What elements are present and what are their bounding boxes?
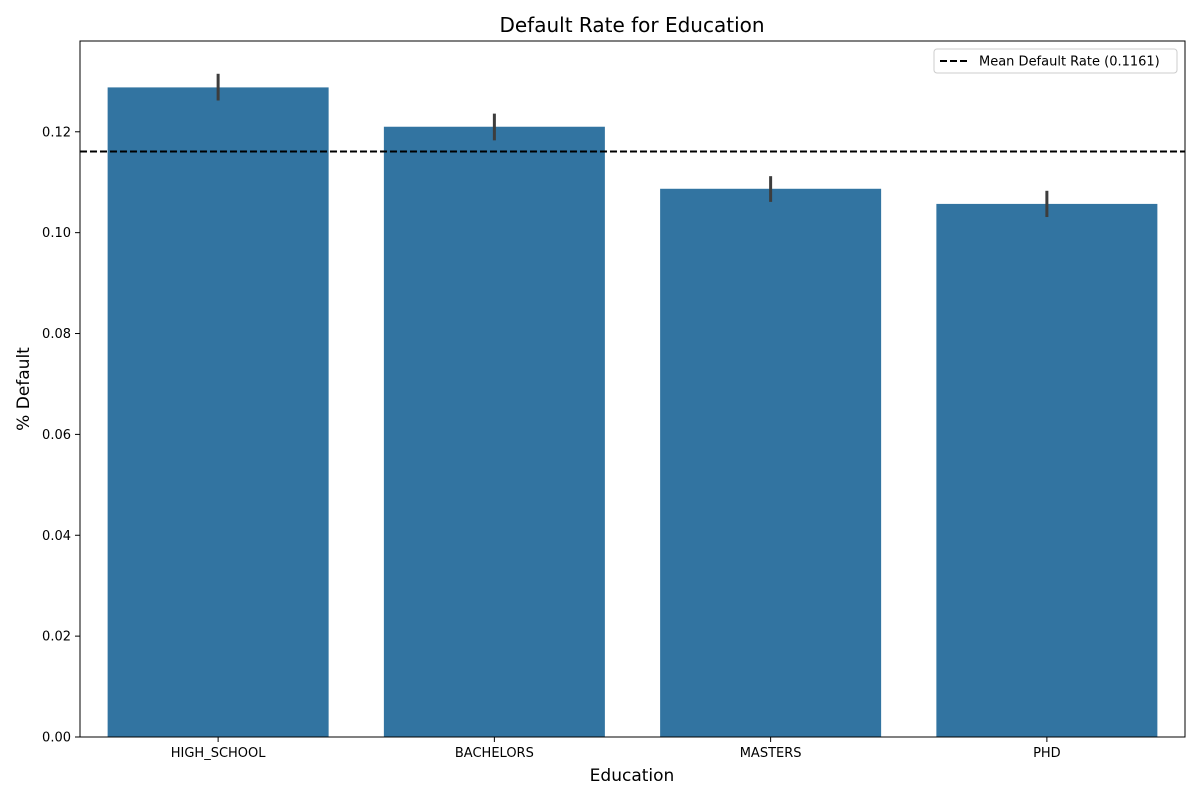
plot-frame — [79, 40, 1186, 738]
y-tick-label: 0.00 — [42, 731, 71, 746]
x-tick-label: HIGH_SCHOOL — [171, 746, 267, 761]
y-tick-label: 0.06 — [42, 428, 71, 443]
y-tick-label: 0.12 — [42, 125, 71, 140]
bar-bachelors — [383, 126, 605, 737]
y-tick-label: 0.04 — [42, 529, 71, 544]
y-axis-label: % Default — [14, 347, 34, 431]
y-tick-label: 0.10 — [42, 226, 71, 241]
axes-layer — [79, 40, 1186, 738]
legend-box — [933, 48, 1178, 74]
y-tick-label: 0.02 — [42, 630, 71, 645]
bars-layer — [107, 73, 1158, 737]
bar-high-school — [107, 87, 329, 737]
legend-entry-mean-default-rate: Mean Default Rate (0.1161) — [979, 55, 1160, 70]
chart-title: Default Rate for Education — [499, 13, 764, 37]
bar-masters — [660, 188, 882, 737]
x-tick-label: MASTERS — [740, 746, 802, 761]
ticks-layer: HIGH_SCHOOL BACHELORS MASTERS PHD 0.00 0.02 0.… — [42, 125, 1061, 761]
legend: Mean Default Rate (0.1161) — [933, 48, 1178, 74]
bar-phd — [936, 203, 1158, 737]
y-tick-label: 0.08 — [42, 327, 71, 342]
x-tick-label: BACHELORS — [455, 746, 534, 761]
x-tick-label: PHD — [1033, 746, 1061, 761]
x-axis-label: Education — [590, 766, 675, 786]
